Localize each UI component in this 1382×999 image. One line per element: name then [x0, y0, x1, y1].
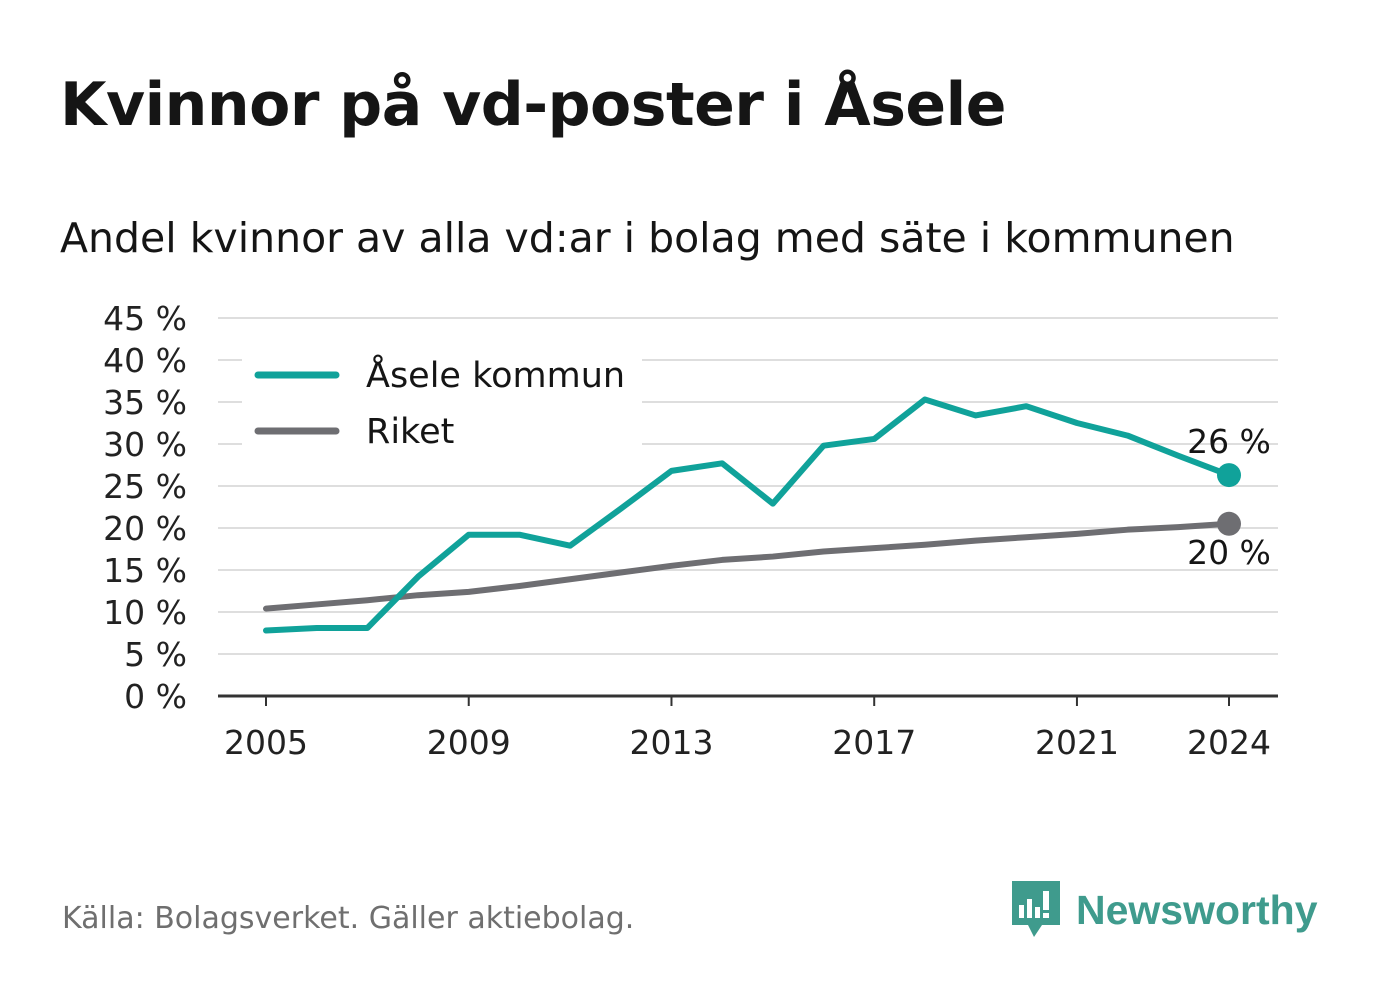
x-tick-label: 2021 [1035, 723, 1119, 762]
x-tick-label: 2009 [427, 723, 511, 762]
brand-name: Newsworthy [1076, 886, 1318, 933]
y-tick-label: 10 % [103, 593, 187, 632]
series-line-asele [263, 396, 1232, 634]
x-axis: 2005 2009 2013 2017 2021 2024 [218, 694, 1278, 762]
x-tick-label: 2005 [224, 723, 308, 762]
x-tick-label: 2017 [832, 723, 916, 762]
y-tick-label: 25 % [103, 467, 187, 506]
newsworthy-logo-icon [1012, 881, 1060, 937]
source-note: Källa: Bolagsverket. Gäller aktiebolag. [62, 901, 635, 936]
y-tick-label: 30 % [103, 425, 187, 464]
y-tick-label: 40 % [103, 341, 187, 380]
x-tick-label: 2013 [629, 723, 713, 762]
y-tick-label: 15 % [103, 551, 187, 590]
x-tick-label: 2024 [1187, 723, 1271, 762]
end-point-asele [1217, 463, 1241, 488]
y-axis-tick-labels: 0 %5 %10 %15 %20 %25 %30 %35 %40 %45 % [103, 299, 187, 716]
legend-background [242, 352, 642, 454]
chart-subtitle: Andel kvinnor av alla vd:ar i bolag med … [60, 214, 1235, 262]
y-tick-label: 20 % [103, 509, 187, 548]
series-line-riket [263, 520, 1232, 612]
y-tick-label: 45 % [103, 299, 187, 338]
y-tick-label: 5 % [124, 635, 187, 674]
end-label-asele: 26 % [1187, 422, 1271, 461]
legend-label: Åsele kommun [366, 353, 625, 396]
legend-label: Riket [366, 412, 454, 452]
y-tick-label: 0 % [124, 677, 187, 716]
end-value-labels: 26 % 20 % [1187, 422, 1271, 572]
series-lines [263, 396, 1241, 634]
end-point-riket [1217, 511, 1241, 536]
legend: Åsele kommun Riket [242, 352, 642, 454]
brand-logo: Newsworthy [1010, 878, 1318, 942]
end-label-riket: 20 % [1187, 533, 1271, 572]
chart-title: Kvinnor på vd-poster i Åsele [60, 70, 1006, 140]
y-tick-label: 35 % [103, 383, 187, 422]
